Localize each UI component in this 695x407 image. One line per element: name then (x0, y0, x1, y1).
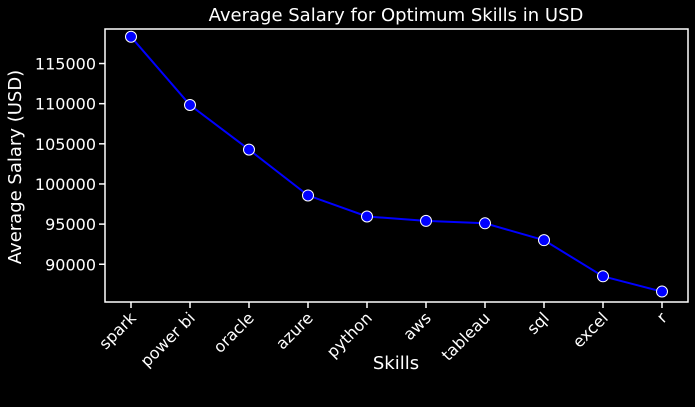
x-tick-label-tableau: tableau (438, 308, 494, 364)
y-axis-label: Average Salary (USD) (5, 70, 26, 264)
y-tick-label: 105000 (35, 135, 96, 154)
y-tick-label: 110000 (35, 95, 96, 114)
data-point-azure (302, 189, 314, 202)
y-tick-label: 95000 (45, 215, 96, 234)
data-point-spark (125, 30, 137, 43)
x-tick-label-sql: sql (523, 308, 553, 338)
data-point-excel (597, 270, 609, 283)
x-axis-label: Skills (373, 353, 419, 374)
y-tick-label: 115000 (35, 55, 96, 74)
data-point-oracle (243, 143, 255, 156)
x-tick-label-oracle: oracle (210, 308, 258, 356)
x-tick-label-azure: azure (272, 308, 317, 353)
data-point-sql (538, 234, 550, 247)
plot-area-frame (104, 28, 689, 303)
data-point-python (361, 210, 373, 223)
y-tick-label: 100000 (35, 175, 96, 194)
y-axis-ticks: 90000 95000 100000 105000 110000 115000 (35, 55, 105, 274)
x-tick-label-python: python (323, 308, 376, 361)
y-tick-label: 90000 (45, 255, 96, 274)
x-tick-label-power-bi: power bi (137, 308, 199, 370)
data-point-r (656, 285, 668, 298)
data-point-power-bi (184, 99, 196, 112)
data-point-aws (420, 214, 432, 227)
x-tick-label-spark: spark (95, 308, 140, 353)
x-tick-label-aws: aws (399, 308, 435, 344)
data-point-tableau (479, 217, 491, 230)
x-tick-label-r: r (653, 308, 671, 326)
chart-title: Average Salary for Optimum Skills in USD (209, 5, 584, 26)
salary-series-line (130, 36, 663, 293)
x-tick-label-excel: excel (569, 308, 612, 351)
data-points (125, 30, 668, 298)
